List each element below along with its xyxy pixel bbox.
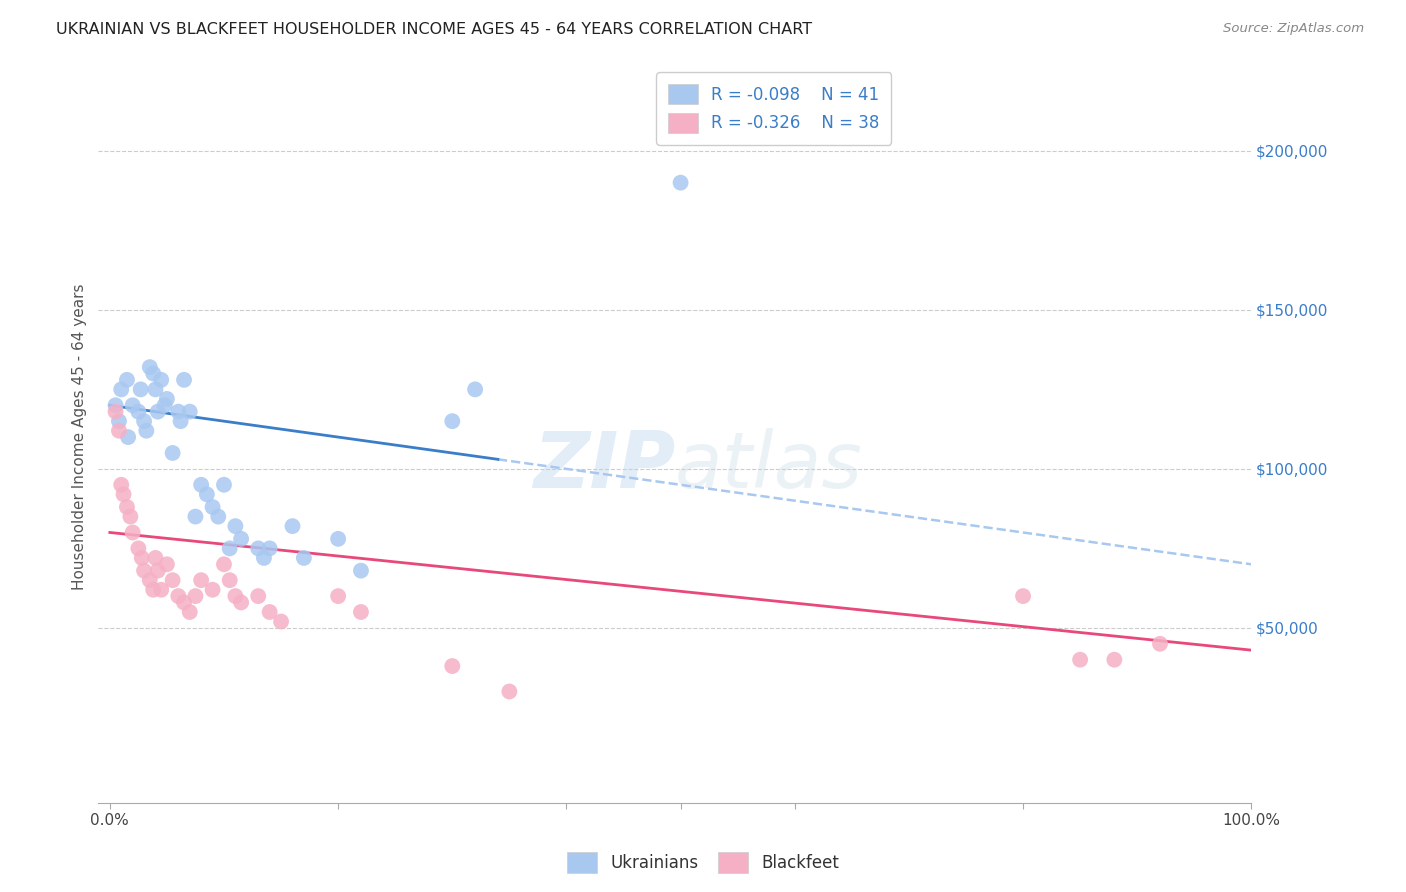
Point <box>139 573 162 587</box>
Point <box>253 550 276 565</box>
Point <box>281 519 304 533</box>
Point <box>173 595 195 609</box>
Point <box>179 404 201 418</box>
Point <box>142 582 165 597</box>
Point <box>190 573 212 587</box>
Point <box>247 589 270 603</box>
Point <box>135 424 157 438</box>
Point <box>156 558 179 572</box>
Point <box>139 360 162 375</box>
Point <box>169 414 191 428</box>
Point <box>150 582 173 597</box>
Point <box>179 605 201 619</box>
Point <box>110 477 132 491</box>
Point <box>1012 589 1035 603</box>
Point <box>162 573 184 587</box>
Point <box>201 500 224 514</box>
Point <box>195 487 218 501</box>
Point <box>120 509 142 524</box>
Text: atlas: atlas <box>675 428 863 504</box>
Point <box>1149 637 1171 651</box>
Point <box>326 532 349 546</box>
Point <box>121 398 143 412</box>
Point <box>464 383 486 397</box>
Point <box>162 446 184 460</box>
Point <box>247 541 270 556</box>
Point <box>150 373 173 387</box>
Point <box>145 550 167 565</box>
Point <box>212 477 235 491</box>
Point <box>153 398 176 412</box>
Point <box>131 550 153 565</box>
Point <box>350 564 373 578</box>
Point <box>115 373 138 387</box>
Text: Source: ZipAtlas.com: Source: ZipAtlas.com <box>1223 22 1364 36</box>
Point <box>1104 653 1126 667</box>
Point <box>104 404 127 418</box>
Point <box>224 519 246 533</box>
Point <box>156 392 179 406</box>
Point <box>207 509 229 524</box>
Point <box>229 595 252 609</box>
Point <box>173 373 195 387</box>
Point <box>167 589 190 603</box>
Point <box>259 605 281 619</box>
Point <box>104 398 127 412</box>
Y-axis label: Householder Income Ages 45 - 64 years: Householder Income Ages 45 - 64 years <box>72 284 87 591</box>
Point <box>201 582 224 597</box>
Point <box>224 589 246 603</box>
Text: UKRAINIAN VS BLACKFEET HOUSEHOLDER INCOME AGES 45 - 64 YEARS CORRELATION CHART: UKRAINIAN VS BLACKFEET HOUSEHOLDER INCOM… <box>56 22 813 37</box>
Point <box>146 564 169 578</box>
Point <box>127 541 149 556</box>
Point <box>129 383 152 397</box>
Point <box>108 414 131 428</box>
Point <box>270 615 292 629</box>
Point <box>350 605 373 619</box>
Point <box>441 414 464 428</box>
Point <box>259 541 281 556</box>
Point <box>112 487 135 501</box>
Point <box>498 684 520 698</box>
Point <box>218 573 240 587</box>
Point <box>669 176 692 190</box>
Point <box>127 404 149 418</box>
Legend: Ukrainians, Blackfeet: Ukrainians, Blackfeet <box>560 846 846 880</box>
Point <box>108 424 131 438</box>
Point <box>326 589 349 603</box>
Point <box>1069 653 1091 667</box>
Point <box>117 430 139 444</box>
Point <box>145 383 167 397</box>
Point <box>121 525 143 540</box>
Point <box>110 383 132 397</box>
Point <box>146 404 169 418</box>
Point <box>212 558 235 572</box>
Point <box>218 541 240 556</box>
Point <box>184 509 207 524</box>
Point <box>190 477 212 491</box>
Text: ZIP: ZIP <box>533 428 675 504</box>
Point <box>292 550 315 565</box>
Point <box>184 589 207 603</box>
Point <box>167 404 190 418</box>
Point <box>132 414 155 428</box>
Legend: R = -0.098    N = 41, R = -0.326    N = 38: R = -0.098 N = 41, R = -0.326 N = 38 <box>657 72 891 145</box>
Point <box>115 500 138 514</box>
Point <box>132 564 155 578</box>
Point <box>142 367 165 381</box>
Point <box>229 532 252 546</box>
Point <box>441 659 464 673</box>
